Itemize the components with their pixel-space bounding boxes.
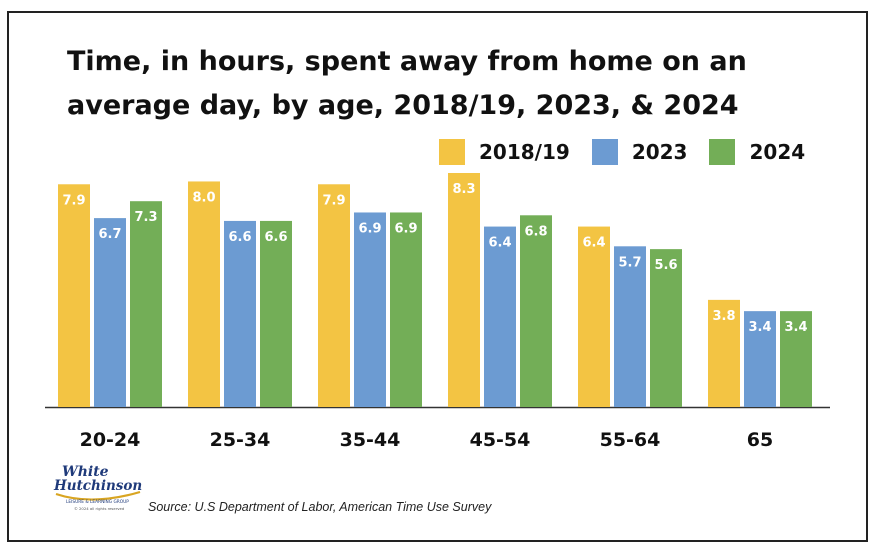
x-tick-label-35-44: 35-44 [340, 429, 401, 451]
legend-swatch-2024 [709, 139, 736, 165]
data-label-2018-19-25-34: 8.0 [192, 190, 215, 205]
data-label-2024-45-54: 6.8 [524, 224, 547, 239]
bar-2018-19-45-54 [448, 173, 480, 407]
data-label-2024-35-44: 6.9 [394, 221, 417, 236]
data-label-2024-25-34: 6.6 [264, 230, 287, 245]
bar-2023-55-64 [614, 246, 646, 407]
data-label-2023-55-64: 5.7 [618, 255, 641, 270]
logo-swoosh [55, 490, 141, 501]
data-label-2018-19-45-54: 8.3 [452, 182, 475, 197]
data-label-2018-19-65: 3.8 [712, 309, 735, 324]
data-label-2024-20-24: 7.3 [134, 210, 157, 225]
chart-legend: 2018/19 2023 2024 [439, 138, 827, 166]
x-tick-label-20-24: 20-24 [80, 429, 141, 451]
data-label-2018-19-35-44: 7.9 [322, 193, 345, 208]
legend-item-2018-19: 2018/19 [439, 139, 570, 165]
chart-title: Time, in hours, spent away from home on … [67, 46, 747, 121]
bar-2023-35-44 [354, 212, 386, 407]
x-tick-label-55-64: 55-64 [600, 429, 661, 451]
legend-swatch-2023 [591, 139, 618, 165]
legend-swatch-2018-19 [439, 139, 465, 165]
logo-copyright: © 2024 all rights reserved [74, 506, 125, 511]
bar-2023-20-24 [94, 218, 126, 407]
bar-2024-35-44 [390, 212, 422, 407]
logo-tagline: LEISURE & LEARNING GROUP [66, 499, 129, 505]
data-label-2023-25-34: 6.6 [228, 230, 251, 245]
data-label-2024-65: 3.4 [784, 320, 807, 335]
bar-2018-19-65 [708, 299, 740, 407]
legend-label-2024: 2024 [749, 140, 806, 164]
white-hutchinson-logo: White Hutchinson LEISURE & LEARNING GROU… [53, 464, 142, 511]
logo-line2: Hutchinson [53, 478, 142, 494]
data-label-2023-20-24: 6.7 [98, 227, 121, 242]
bar-2018-19-55-64 [578, 226, 610, 407]
bar-2023-65 [744, 311, 776, 407]
legend-label-2023: 2023 [631, 140, 688, 164]
data-label-2018-19-55-64: 6.4 [582, 236, 605, 251]
bar-2024-55-64 [650, 249, 682, 407]
legend-item-2024: 2024 [709, 139, 805, 165]
data-label-2023-65: 3.4 [748, 320, 771, 335]
x-tick-label-45-54: 45-54 [470, 429, 531, 451]
bar-2018-19-35-44 [318, 184, 350, 407]
data-label-2018-19-20-24: 7.9 [62, 193, 85, 208]
bar-2023-45-54 [484, 226, 516, 407]
bar-2023-25-34 [224, 220, 256, 407]
x-tick-label-25-34: 25-34 [210, 429, 271, 451]
data-label-2023-35-44: 6.9 [358, 221, 381, 236]
x-tick-label-65: 65 [747, 429, 773, 451]
bar-2024-20-24 [130, 201, 162, 407]
legend-item-2023: 2023 [591, 139, 688, 165]
bar-2018-19-20-24 [58, 184, 90, 407]
bar-2018-19-25-34 [188, 181, 220, 407]
source-note: Source: U.S Department of Labor, America… [148, 500, 492, 514]
bar-2024-25-34 [260, 220, 292, 407]
bar-2024-45-54 [520, 215, 552, 407]
logo-line1: White [62, 464, 109, 480]
legend-label-2018-19: 2018/19 [479, 140, 570, 164]
data-label-2024-55-64: 5.6 [654, 258, 677, 273]
bar-2024-65 [780, 311, 812, 407]
data-label-2023-45-54: 6.4 [488, 236, 511, 251]
